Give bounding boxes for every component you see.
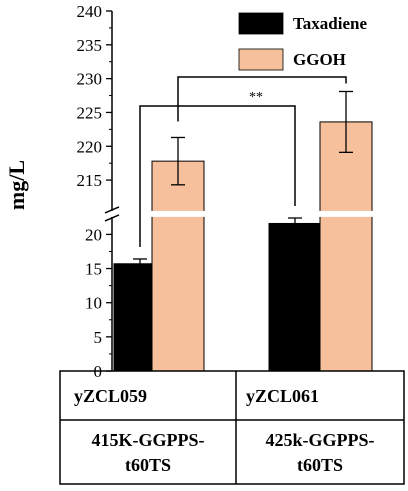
significance-label-taxadiene: ** <box>249 90 263 105</box>
x-category-detail: 415K-GGPPS- <box>92 430 205 450</box>
legend-swatch-ggoh <box>238 48 284 71</box>
y-tick-label: 5 <box>94 328 103 347</box>
bar-taxadiene-yzcl061 <box>268 222 322 372</box>
x-category-detail: t60TS <box>297 455 343 475</box>
x-category-detail: 425k-GGPPS- <box>265 430 374 450</box>
axis-break-mark <box>104 206 120 214</box>
y-tick-label: 225 <box>77 103 103 122</box>
legend-label-ggoh: GGOH <box>293 50 346 69</box>
significance-bracket-ggoh <box>177 76 347 122</box>
y-tick-label: 15 <box>85 260 102 279</box>
axis-break-gap <box>100 210 380 217</box>
y-tick-label: 240 <box>77 2 103 21</box>
significance-bracket-taxadiene <box>139 105 296 247</box>
y-tick-label: 215 <box>77 171 103 190</box>
x-table-border <box>59 370 405 485</box>
y-tick-label: 220 <box>77 137 103 156</box>
y-tick-label: 235 <box>77 36 103 55</box>
bar-ggoh-yzcl061 <box>319 121 373 372</box>
legend-swatch-taxadiene <box>238 12 284 35</box>
bar-ggoh-yzcl059 <box>151 160 205 372</box>
y-tick-label: 20 <box>85 225 102 244</box>
x-category-label: yZCL059 <box>74 386 147 406</box>
x-category-detail: t60TS <box>125 455 171 475</box>
legend-label-taxadiene: Taxadiene <box>293 14 367 33</box>
y-axis-title: mg/L <box>4 160 29 210</box>
axis-break-mark <box>104 214 120 222</box>
x-category-label: yZCL061 <box>246 386 319 406</box>
y-tick-label: 230 <box>77 70 103 89</box>
y-tick-label: 10 <box>85 294 102 313</box>
